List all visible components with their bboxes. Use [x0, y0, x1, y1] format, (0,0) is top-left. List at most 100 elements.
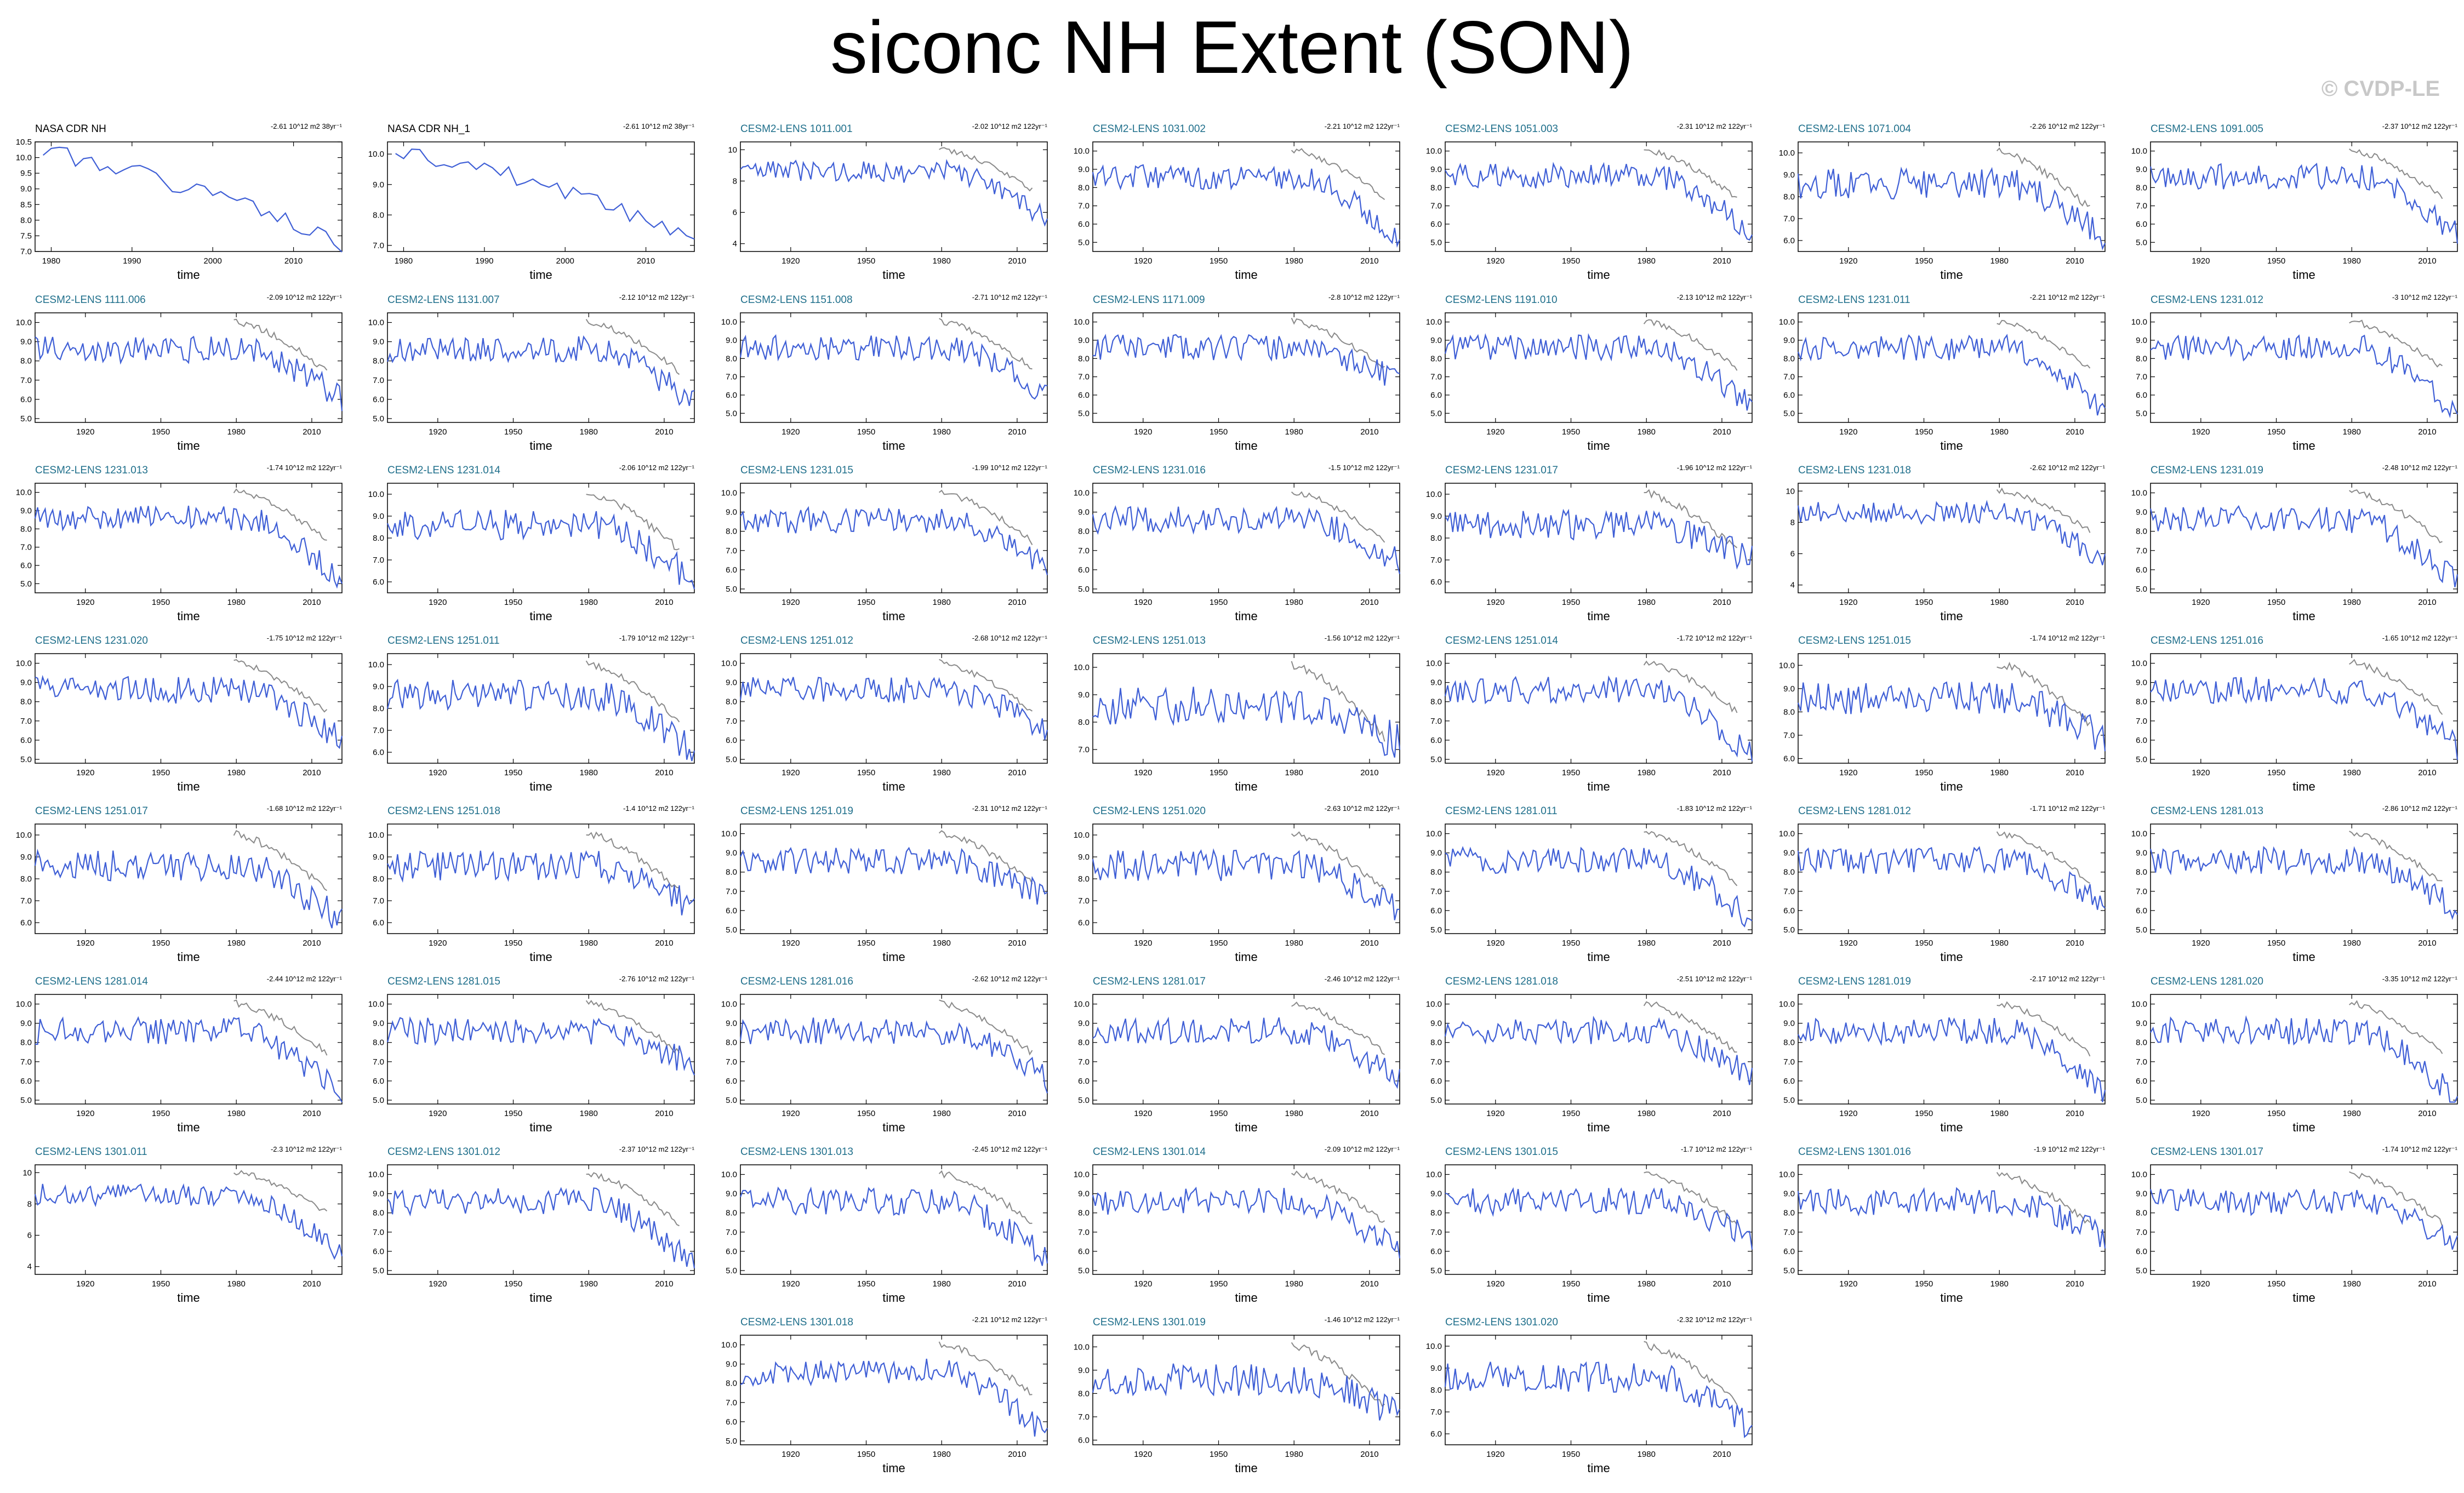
trend-label: -2.45 10^12 m2 122yr⁻¹ [972, 1145, 1048, 1153]
trend-label: -1.9 10^12 m2 122yr⁻¹ [2034, 1145, 2106, 1153]
y-tick-label: 5.0 [20, 755, 32, 764]
y-tick-label: 5.0 [1430, 238, 1442, 247]
trend-label: -2.63 10^12 m2 122yr⁻¹ [1325, 804, 1400, 813]
trend-label: -1.75 10^12 m2 122yr⁻¹ [267, 634, 343, 642]
y-tick-label: 10.0 [368, 1000, 384, 1009]
x-axis-label: time [1940, 268, 1963, 282]
x-tick-label: 1950 [1562, 768, 1580, 777]
obs-overlay-line [1291, 1342, 1385, 1407]
obs-overlay-line [939, 999, 1033, 1056]
y-tick-label: 7.0 [20, 376, 32, 385]
obs-overlay-line [585, 660, 680, 723]
y-tick-label: 8.0 [1783, 1038, 1795, 1048]
series-line [34, 849, 343, 929]
y-tick-label: 8.0 [373, 1209, 384, 1218]
obs-overlay-line [938, 1341, 1033, 1395]
chart-panel: CESM2-LENS 1281.014 -2.44 10^12 m2 122yr⁻… [16, 970, 388, 1135]
y-tick-label: 5.0 [2136, 238, 2147, 247]
panel-title: CESM2-LENS 1231.014 [387, 465, 500, 476]
trend-label: -1.74 10^12 m2 122yr⁻¹ [267, 464, 343, 472]
series-line [1797, 500, 2106, 565]
x-tick-label: 1980 [933, 768, 951, 777]
x-tick-label: 1980 [1285, 768, 1303, 777]
y-tick-label: 7.0 [1783, 731, 1795, 740]
x-tick-label: 1980 [1638, 768, 1656, 777]
series-line [739, 334, 1048, 400]
y-tick-label: 8.0 [1078, 1209, 1090, 1218]
y-tick-label: 9.0 [373, 338, 384, 347]
obs-overlay-line [233, 830, 328, 891]
y-tick-label: 6.0 [1783, 236, 1795, 245]
x-tick-label: 2010 [1008, 427, 1026, 437]
x-tick-label: 1950 [1210, 427, 1228, 437]
x-tick-label: 1920 [782, 1279, 800, 1289]
y-tick-label: 7.0 [1078, 745, 1090, 754]
y-tick-label: 8.0 [1783, 868, 1795, 877]
y-tick-label: 9.0 [1078, 1366, 1090, 1375]
obs-overlay-line [1291, 1170, 1385, 1223]
chart-panel: CESM2-LENS 1191.010 -2.13 10^12 m2 122yr⁻… [1426, 289, 1798, 453]
x-tick-label: 2010 [1360, 256, 1378, 266]
y-tick-label: 6.0 [1783, 906, 1795, 916]
panel-svg: CESM2-LENS 1131.007 -2.12 10^12 m2 122yr⁻… [368, 293, 695, 453]
y-tick-label: 6 [733, 208, 737, 218]
plot-frame [740, 1164, 1048, 1275]
x-axis-label: time [882, 1291, 905, 1305]
series-line [1445, 1187, 1753, 1250]
panel-title: CESM2-LENS 1151.008 [740, 294, 853, 306]
panel-title: CESM2-LENS 1301.015 [1445, 1146, 1558, 1158]
series-line [1797, 334, 2106, 416]
y-tick-label: 10.5 [16, 138, 32, 147]
panel-svg: CESM2-LENS 1231.012 -3 10^12 m2 122yr⁻¹ 5.… [2131, 293, 2459, 453]
y-tick-label: 5.0 [1783, 1266, 1795, 1275]
y-tick-label: 5.0 [1430, 925, 1442, 935]
panel-title: CESM2-LENS 1231.012 [2151, 294, 2263, 306]
x-tick-label: 1950 [2267, 598, 2285, 607]
x-tick-label: 1920 [1839, 427, 1857, 437]
y-tick-label: 5.0 [1430, 1266, 1442, 1275]
trend-label: -2.09 10^12 m2 122yr⁻¹ [1325, 1145, 1400, 1153]
chart-panel: CESM2-LENS 1251.012 -2.68 10^12 m2 122yr⁻… [721, 630, 1093, 794]
x-tick-label: 1950 [1210, 598, 1228, 607]
x-tick-label: 2010 [1008, 598, 1026, 607]
chart-panel: CESM2-LENS 1251.018 -1.4 10^12 m2 122yr⁻¹… [368, 800, 740, 964]
panel-title: CESM2-LENS 1251.019 [740, 805, 853, 817]
x-axis-label: time [882, 780, 905, 793]
y-tick-label: 6.0 [2136, 736, 2147, 745]
plot-frame [1445, 994, 1753, 1105]
trend-label: -1.99 10^12 m2 122yr⁻¹ [972, 464, 1048, 472]
x-tick-label: 1980 [1285, 1450, 1303, 1459]
obs-overlay-line [1291, 491, 1385, 543]
chart-panel: CESM2-LENS 1281.019 -2.17 10^12 m2 122yr⁻… [1779, 970, 2151, 1135]
x-axis-label: time [1940, 1120, 1963, 1134]
panel-svg: CESM2-LENS 1071.004 -2.26 10^12 m2 122yr⁻… [1779, 122, 2106, 282]
panel-title: CESM2-LENS 1281.011 [1445, 805, 1558, 817]
series-line [35, 674, 343, 750]
y-tick-label: 6.0 [1078, 1435, 1090, 1445]
x-tick-label: 1920 [782, 427, 800, 437]
y-tick-label: 7.0 [726, 373, 737, 382]
panel-svg: CESM2-LENS 1171.009 -2.8 10^12 m2 122yr⁻¹… [1074, 293, 1400, 453]
plot-frame [1092, 312, 1400, 423]
y-tick-label: 6.0 [1783, 754, 1795, 763]
y-tick-label: 8.0 [2136, 527, 2147, 536]
x-axis-label: time [1587, 268, 1610, 282]
y-tick-label: 8.5 [20, 200, 32, 209]
trend-label: -2.48 10^12 m2 122yr⁻¹ [2382, 464, 2458, 472]
panel-svg: CESM2-LENS 1301.011 -2.3 10^12 m2 122yr⁻¹… [22, 1145, 343, 1305]
panel-title: CESM2-LENS 1281.016 [740, 976, 853, 987]
chart-panel: CESM2-LENS 1251.020 -2.63 10^12 m2 122yr⁻… [1074, 800, 1446, 964]
x-tick-label: 1920 [1134, 939, 1152, 948]
series-line [1797, 1187, 2106, 1249]
y-tick-label: 6.0 [726, 1077, 737, 1086]
x-axis-label: time [2292, 950, 2315, 964]
plot-frame [35, 1164, 343, 1275]
y-tick-label: 6.0 [726, 1247, 737, 1256]
x-tick-label: 2010 [1360, 598, 1378, 607]
y-tick-label: 7.0 [1783, 887, 1795, 896]
x-tick-label: 1950 [857, 1450, 875, 1459]
y-tick-label: 7.0 [1078, 1057, 1090, 1067]
y-tick-label: 7.0 [1430, 556, 1442, 565]
series-line [1797, 167, 2106, 250]
